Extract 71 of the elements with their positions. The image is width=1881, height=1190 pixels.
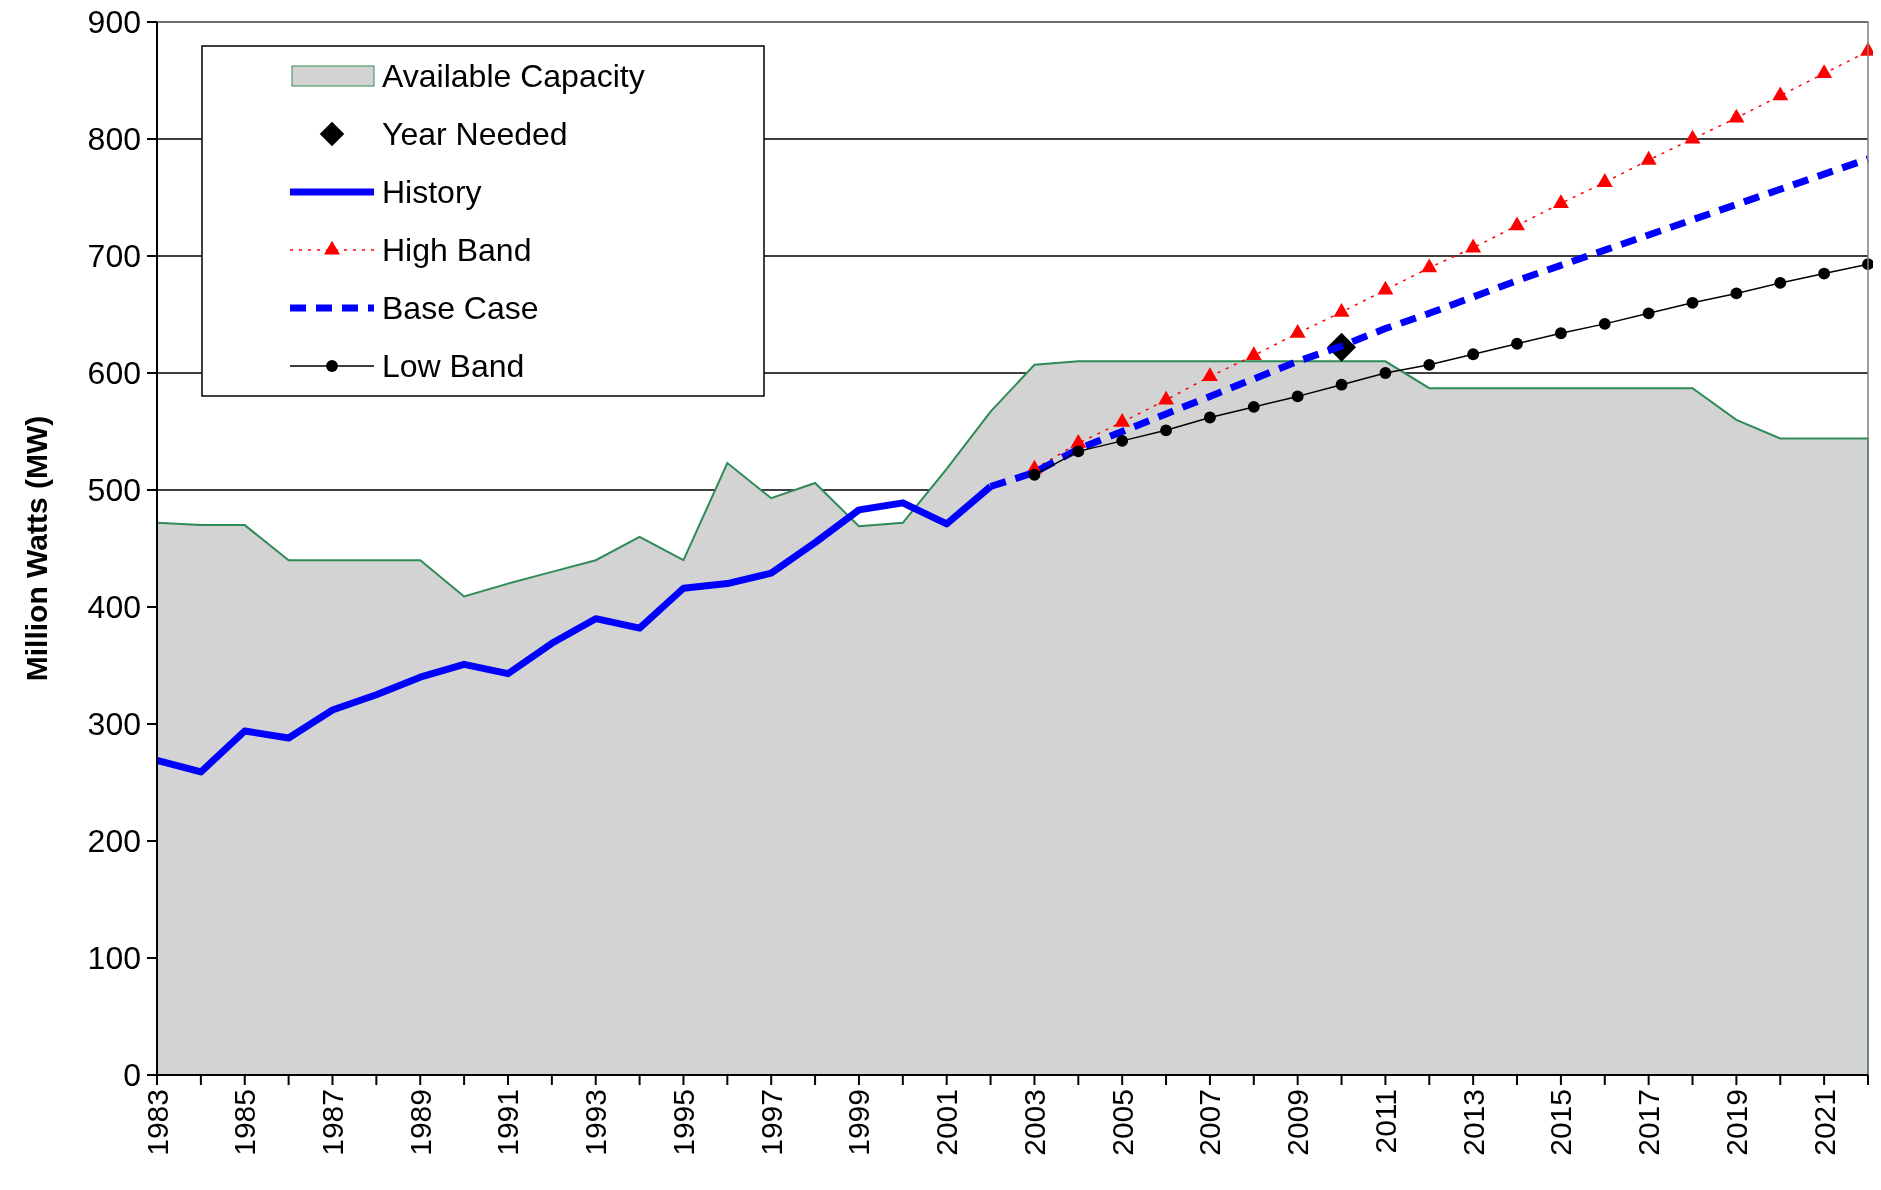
x-tick-label: 2019 <box>1719 1089 1753 1156</box>
point <box>1289 324 1306 338</box>
x-tick-label: 1997 <box>754 1089 788 1156</box>
point <box>1467 348 1480 361</box>
y-tick-label: 800 <box>87 121 141 158</box>
point <box>1116 434 1129 447</box>
point <box>1160 424 1172 437</box>
y-axis-title: Million Watts (MW) <box>19 415 53 682</box>
point <box>1596 173 1613 187</box>
y-tick-label: 700 <box>87 238 141 275</box>
point <box>1333 302 1350 317</box>
legend-label: Year Needed <box>382 116 568 153</box>
point <box>1465 238 1482 253</box>
point <box>1686 296 1699 309</box>
x-tick-label: 1999 <box>842 1089 876 1156</box>
point <box>1640 150 1657 165</box>
x-tick-label: 2021 <box>1807 1089 1841 1156</box>
point <box>1204 411 1216 424</box>
point <box>1421 258 1438 273</box>
x-tick-label: 2003 <box>1017 1089 1051 1156</box>
point <box>1728 108 1745 123</box>
legend-label: High Band <box>382 232 532 269</box>
y-tick-label: 100 <box>87 940 141 977</box>
point <box>1247 401 1260 413</box>
legend-label: Base Case <box>382 290 539 327</box>
x-tick-label: 1991 <box>491 1089 525 1156</box>
x-tick-label: 2015 <box>1544 1089 1578 1156</box>
y-tick-label: 900 <box>87 4 141 41</box>
point <box>1423 358 1436 371</box>
x-tick-label: 2011 <box>1368 1089 1402 1154</box>
point <box>1335 378 1348 391</box>
x-tick-label: 2013 <box>1456 1089 1490 1156</box>
point <box>1774 277 1787 289</box>
legend-label: Low Band <box>382 348 525 385</box>
x-tick-label: 2005 <box>1105 1089 1139 1156</box>
point <box>1730 287 1743 300</box>
y-tick-label: 300 <box>87 706 141 743</box>
point <box>1684 129 1701 144</box>
point <box>1201 367 1218 382</box>
x-tick-label: 1989 <box>403 1089 437 1156</box>
point <box>1379 367 1392 379</box>
y-tick-label: 0 <box>123 1057 141 1094</box>
point <box>1772 86 1789 101</box>
y-tick-label: 200 <box>87 823 141 860</box>
x-tick-label: 2001 <box>930 1089 964 1156</box>
point <box>1028 468 1041 481</box>
x-tick-label: 2009 <box>1281 1089 1315 1156</box>
x-tick-label: 2017 <box>1632 1089 1666 1156</box>
point <box>1245 346 1262 361</box>
legend-label: Available Capacity <box>382 58 645 95</box>
x-tick-label: 1987 <box>315 1089 349 1156</box>
x-tick-label: 1985 <box>228 1089 262 1156</box>
point <box>1598 317 1611 330</box>
point <box>1072 445 1085 458</box>
point <box>1509 216 1525 231</box>
x-tick-label: 1995 <box>666 1089 700 1156</box>
point <box>1816 64 1833 79</box>
point <box>1642 307 1655 320</box>
y-tick-label: 500 <box>87 472 141 509</box>
point <box>1818 267 1831 280</box>
y-tick-label: 400 <box>87 589 141 626</box>
point <box>1377 280 1394 295</box>
x-tick-label: 1993 <box>579 1089 613 1156</box>
legend-label: History <box>382 174 482 211</box>
point <box>1291 390 1304 403</box>
x-tick-label: 1983 <box>140 1089 174 1156</box>
point <box>1511 337 1523 350</box>
y-tick-label: 600 <box>87 355 141 392</box>
point <box>1552 194 1569 208</box>
x-tick-label: 2007 <box>1193 1089 1227 1156</box>
point <box>1554 327 1567 340</box>
